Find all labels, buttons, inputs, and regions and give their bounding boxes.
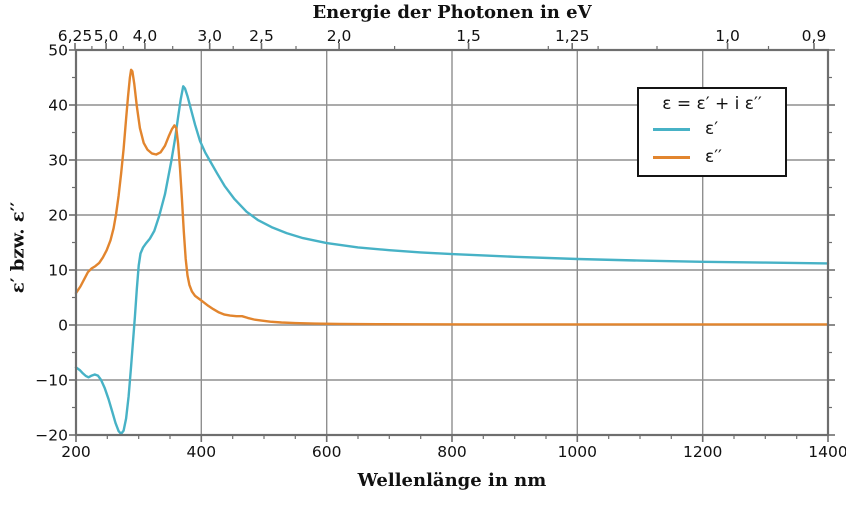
legend-entry-epsilon-real: ε′	[639, 115, 785, 143]
x-tick-label: 800	[437, 443, 467, 461]
y-tick-label: 10	[48, 262, 68, 280]
series-epsilon-imag	[74, 68, 830, 326]
y-tick-label: 40	[48, 97, 68, 115]
top-tick-label: 1,25	[555, 27, 590, 45]
y-axis-title: ε′ bzw. ε′′	[7, 201, 29, 294]
legend-line-epsilon-real-swatch	[653, 127, 690, 131]
y-tick-label: −10	[35, 372, 68, 390]
top-tick-label: 6,25	[58, 27, 93, 45]
top-axis-title: Energie der Photonen in eV	[312, 2, 592, 23]
top-tick-label: 1,5	[456, 27, 481, 45]
x-tick-label: 200	[61, 443, 91, 461]
series-epsilon-real	[74, 85, 830, 436]
legend-line-epsilon-imag-swatch	[653, 155, 690, 159]
y-tick-label: 0	[58, 317, 68, 335]
plot-area-border	[74, 48, 830, 437]
y-tick-label: 30	[48, 152, 68, 170]
y-tick-label: −20	[35, 427, 68, 445]
y-tick-label: 20	[48, 207, 68, 225]
top-tick-label: 4,0	[133, 27, 158, 45]
x-tick-label: 600	[312, 443, 342, 461]
top-tick-label: 5,0	[94, 27, 119, 45]
x-axis-title: Wellenlänge in nm	[357, 470, 547, 491]
top-tick-label: 2,5	[249, 27, 274, 45]
top-tick-label: 3,0	[197, 27, 222, 45]
legend: ε = ε′ + i ε′′ ε′ ε′′	[637, 87, 787, 177]
y-tick-label: 50	[48, 42, 68, 60]
x-tick-label: 400	[187, 443, 217, 461]
legend-label-epsilon-real: ε′	[705, 119, 719, 139]
legend-label-epsilon-imag: ε′′	[705, 147, 722, 167]
x-tick-label: 1200	[683, 443, 722, 461]
top-tick-label: 1,0	[715, 27, 740, 45]
top-tick-label: 2,0	[327, 27, 352, 45]
legend-title: ε = ε′ + i ε′′	[662, 94, 762, 114]
top-tick-label: 0,9	[802, 27, 827, 45]
legend-entry-epsilon-imag: ε′′	[639, 143, 785, 171]
x-tick-label: 1000	[558, 443, 597, 461]
x-tick-label: 1400	[808, 443, 846, 461]
